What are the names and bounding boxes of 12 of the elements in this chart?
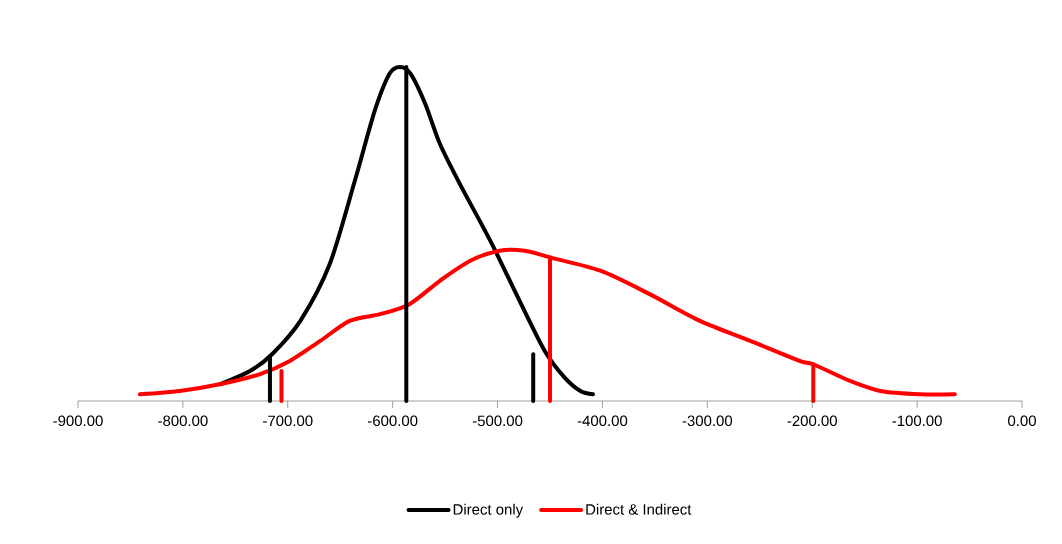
x-tick-label: -900.00	[53, 415, 103, 427]
x-tick-label: -100.00	[892, 415, 942, 427]
x-tick-label: -300.00	[682, 415, 733, 427]
x-tick-label: -700.00	[263, 415, 313, 427]
legend-label: Direct & Indirect	[586, 503, 692, 515]
x-tick-label: 0.00	[1008, 415, 1036, 427]
legend-label: Direct only	[453, 503, 524, 518]
x-tick-label: -200.00	[787, 415, 837, 427]
x-tick-label: -600.00	[367, 415, 418, 427]
x-tick-label: -400.00	[577, 415, 628, 427]
x-tick-label: -800.00	[158, 415, 208, 427]
x-tick-label: -500.00	[472, 415, 523, 427]
